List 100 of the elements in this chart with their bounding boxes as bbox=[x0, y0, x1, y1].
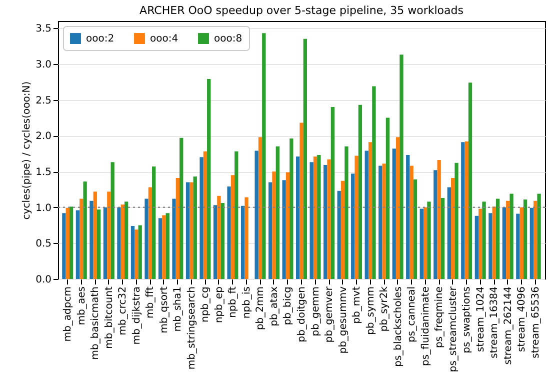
y-tick-label: 1.0 bbox=[36, 202, 52, 214]
y-axis-title: cycles(pipe) / cycles(ooo:N) bbox=[22, 81, 33, 220]
bar bbox=[464, 141, 468, 279]
bar bbox=[240, 206, 245, 279]
bar bbox=[340, 180, 345, 279]
bar bbox=[330, 107, 335, 279]
bar bbox=[124, 202, 128, 279]
bar bbox=[193, 176, 197, 279]
bar bbox=[244, 197, 248, 279]
bar bbox=[227, 186, 231, 279]
bar bbox=[207, 79, 211, 279]
x-tick-label: mb_dijkstra bbox=[131, 286, 142, 345]
x-tick-label: pb_syr2k bbox=[379, 286, 390, 332]
bar bbox=[220, 203, 224, 279]
x-tick-label: mb_sha1 bbox=[172, 286, 184, 332]
bar bbox=[450, 178, 455, 279]
bar bbox=[158, 218, 162, 279]
bar bbox=[400, 54, 404, 279]
bar bbox=[138, 225, 142, 279]
bar bbox=[90, 200, 94, 279]
x-tick-label: stream_1024 bbox=[475, 286, 486, 352]
bar bbox=[130, 226, 135, 279]
bar bbox=[166, 213, 170, 279]
x-tick-label: stream_262144 bbox=[502, 286, 514, 365]
bar bbox=[502, 207, 506, 279]
x-tick-label: ps_streamcluster bbox=[448, 286, 459, 372]
bar bbox=[180, 138, 184, 279]
bar bbox=[327, 159, 331, 279]
y-tick-label: 0.0 bbox=[36, 274, 52, 286]
x-tick-label: mb_qsort bbox=[158, 286, 170, 334]
bar bbox=[364, 150, 368, 279]
bar bbox=[413, 179, 418, 279]
bar bbox=[420, 208, 424, 279]
legend-label: ooo:2 bbox=[86, 34, 114, 45]
bar bbox=[317, 155, 321, 279]
bar bbox=[213, 205, 218, 279]
x-tick-label: ps_blackscholes bbox=[392, 286, 404, 367]
x-tick-label: npb_cg bbox=[200, 286, 212, 322]
x-tick-label: pb_atax bbox=[268, 286, 280, 326]
bar bbox=[117, 207, 121, 279]
bar bbox=[262, 33, 266, 279]
bar bbox=[516, 214, 520, 279]
bar bbox=[368, 142, 372, 279]
bar bbox=[300, 122, 304, 279]
bar bbox=[172, 198, 176, 279]
bar bbox=[282, 180, 286, 279]
bar bbox=[62, 213, 66, 279]
bar bbox=[107, 192, 111, 279]
bar bbox=[69, 206, 74, 279]
bar bbox=[461, 142, 465, 279]
bar bbox=[76, 210, 80, 279]
x-tick-label: npb_ep bbox=[214, 286, 225, 324]
x-tick-label: mb_bitcount bbox=[104, 286, 115, 349]
bar bbox=[468, 82, 472, 279]
y-tick-label: 2.5 bbox=[36, 95, 52, 106]
bar bbox=[93, 192, 97, 279]
bar bbox=[230, 175, 235, 279]
bar bbox=[152, 166, 156, 279]
x-tick-label: stream_65536 bbox=[530, 286, 542, 358]
bar bbox=[474, 216, 479, 279]
x-tick-label: mb_basicmath bbox=[90, 286, 102, 360]
x-tick-label: stream_4096 bbox=[516, 286, 528, 352]
x-tick-label: pb_2mm bbox=[255, 286, 266, 330]
bar bbox=[148, 187, 152, 279]
bar bbox=[290, 138, 294, 279]
x-tick-label: pb_gemver bbox=[324, 286, 336, 343]
x-tick-label: mb_fft bbox=[145, 286, 156, 318]
bar bbox=[66, 208, 70, 279]
bar bbox=[410, 166, 414, 279]
bar bbox=[254, 150, 258, 279]
bar bbox=[440, 198, 445, 279]
bar bbox=[386, 118, 390, 279]
bar bbox=[344, 146, 348, 279]
bar bbox=[482, 202, 486, 279]
x-tick-label: ps_freqmine bbox=[434, 286, 446, 348]
x-tick-label: stream_16384 bbox=[489, 286, 500, 358]
bar bbox=[134, 230, 138, 279]
y-tick-label: 3.0 bbox=[36, 60, 52, 70]
bar bbox=[396, 137, 400, 279]
bar bbox=[190, 182, 194, 279]
bar bbox=[427, 202, 431, 279]
bar bbox=[103, 207, 108, 279]
x-tick-label: pb_bicg bbox=[282, 286, 294, 326]
bar bbox=[382, 164, 386, 279]
x-tick-label: npb_ft bbox=[228, 286, 239, 318]
x-tick-label: pb_mvt bbox=[352, 286, 363, 324]
bar bbox=[488, 213, 492, 279]
bar bbox=[313, 156, 318, 279]
bar bbox=[530, 208, 534, 279]
bar bbox=[324, 165, 328, 279]
bar bbox=[537, 194, 541, 279]
x-tick-label: npb_is bbox=[241, 286, 252, 319]
bar bbox=[392, 148, 396, 279]
bar bbox=[523, 199, 528, 279]
bar bbox=[296, 156, 300, 279]
y-tick-label: 1.5 bbox=[36, 167, 52, 178]
bar bbox=[358, 104, 362, 279]
bar bbox=[217, 196, 221, 279]
bar bbox=[492, 206, 496, 279]
x-tick-label: mb_adpcm bbox=[62, 286, 74, 342]
